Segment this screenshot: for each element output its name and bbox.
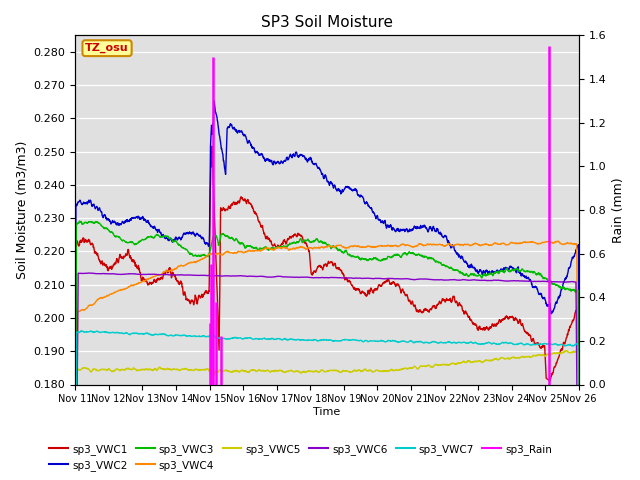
X-axis label: Time: Time xyxy=(314,407,340,417)
Title: SP3 Soil Moisture: SP3 Soil Moisture xyxy=(261,15,393,30)
Legend: sp3_VWC1, sp3_VWC2, sp3_VWC3, sp3_VWC4, sp3_VWC5, sp3_VWC6, sp3_VWC7, sp3_Rain: sp3_VWC1, sp3_VWC2, sp3_VWC3, sp3_VWC4, … xyxy=(45,439,556,475)
Y-axis label: Soil Moisture (m3/m3): Soil Moisture (m3/m3) xyxy=(15,141,28,279)
Y-axis label: Rain (mm): Rain (mm) xyxy=(612,177,625,243)
Text: TZ_osu: TZ_osu xyxy=(85,43,129,53)
